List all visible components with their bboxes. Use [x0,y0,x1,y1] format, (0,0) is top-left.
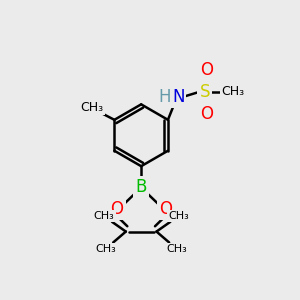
Text: N: N [172,88,184,106]
Text: CH₃: CH₃ [221,85,244,98]
Text: O: O [200,105,213,123]
Text: H: H [158,88,171,106]
Text: B: B [136,178,147,196]
Text: O: O [110,200,124,217]
Text: CH₃: CH₃ [168,211,189,221]
Text: CH₃: CH₃ [94,211,114,221]
Text: O: O [200,61,213,79]
Text: CH₃: CH₃ [80,101,103,114]
Text: S: S [200,83,210,101]
Text: O: O [159,200,172,217]
Text: CH₃: CH₃ [95,244,116,254]
Text: CH₃: CH₃ [166,244,187,254]
